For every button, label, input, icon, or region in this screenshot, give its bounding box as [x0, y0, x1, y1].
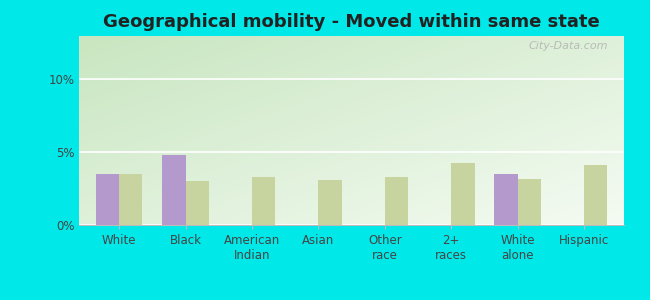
Bar	[119, 174, 142, 225]
Bar	[385, 177, 408, 225]
Bar	[584, 165, 607, 225]
Bar	[451, 163, 474, 225]
Bar	[517, 178, 541, 225]
Bar	[185, 182, 209, 225]
Bar	[495, 174, 517, 225]
Text: City-Data.com: City-Data.com	[528, 41, 608, 51]
Bar	[96, 174, 119, 225]
Bar	[252, 177, 275, 225]
Bar	[162, 155, 185, 225]
Bar	[318, 180, 342, 225]
Title: Geographical mobility - Moved within same state: Geographical mobility - Moved within sam…	[103, 13, 600, 31]
